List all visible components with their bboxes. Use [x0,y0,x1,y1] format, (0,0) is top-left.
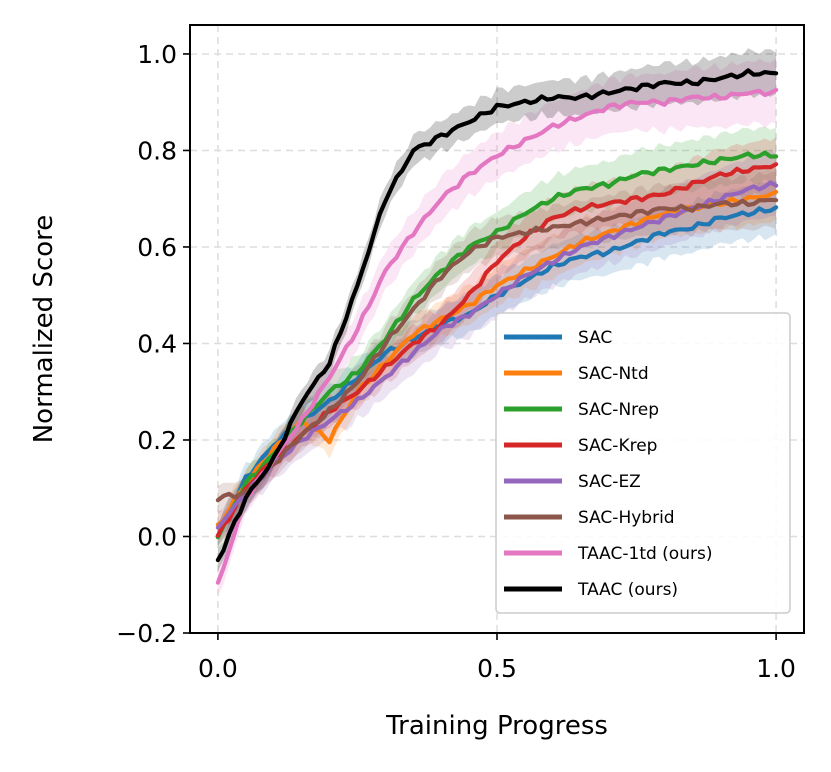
x-tick-label: 0.0 [198,654,238,683]
legend-label: SAC-EZ [578,472,641,492]
x-axis-title: Training Progress [385,711,608,741]
band-sac-nrep [217,126,777,552]
y-axis-title: Normalized Score [29,215,59,444]
y-tick-label: 1.0 [137,40,177,69]
series-lines [215,68,779,585]
y-tick-label: −0.2 [116,619,177,648]
band-sac-krep [217,137,777,546]
line-taac-1td-ours- [215,87,779,585]
x-tick-label: 0.5 [477,654,517,683]
legend-label: TAAC-1td (ours) [577,544,712,564]
line-taac-ours- [215,68,779,563]
x-tick-label: 1.0 [756,654,796,683]
y-tick-label: 0.0 [137,522,177,551]
legend-box [495,312,791,614]
legend: SAC SAC-Ntd SAC-Nrep SAC-Krep SAC-EZ SAC-Hybr… [495,312,791,614]
y-tick-label: 0.8 [137,136,177,165]
legend-label: SAC-Nrep [578,400,659,420]
line-sac-hybrid [215,197,779,503]
y-tick-label: 0.6 [137,233,177,262]
band-sac-ez [217,149,777,543]
legend-label: SAC [578,328,612,348]
y-tick-label: 0.2 [137,426,177,455]
legend-label: SAC-Hybrid [578,508,675,528]
y-tick-label: 0.4 [137,329,177,358]
legend-label: SAC-Krep [578,436,657,456]
axis-ticks: 0.0 0.5 1.0 −0.2 0.0 0.2 0.4 0.6 0.8 1.0 [116,40,796,683]
band-taac-1td-ours- [217,57,777,596]
legend-label: TAAC (ours) [577,580,678,600]
legend-label: SAC-Ntd [578,364,649,384]
line-sac-ez [215,180,779,530]
